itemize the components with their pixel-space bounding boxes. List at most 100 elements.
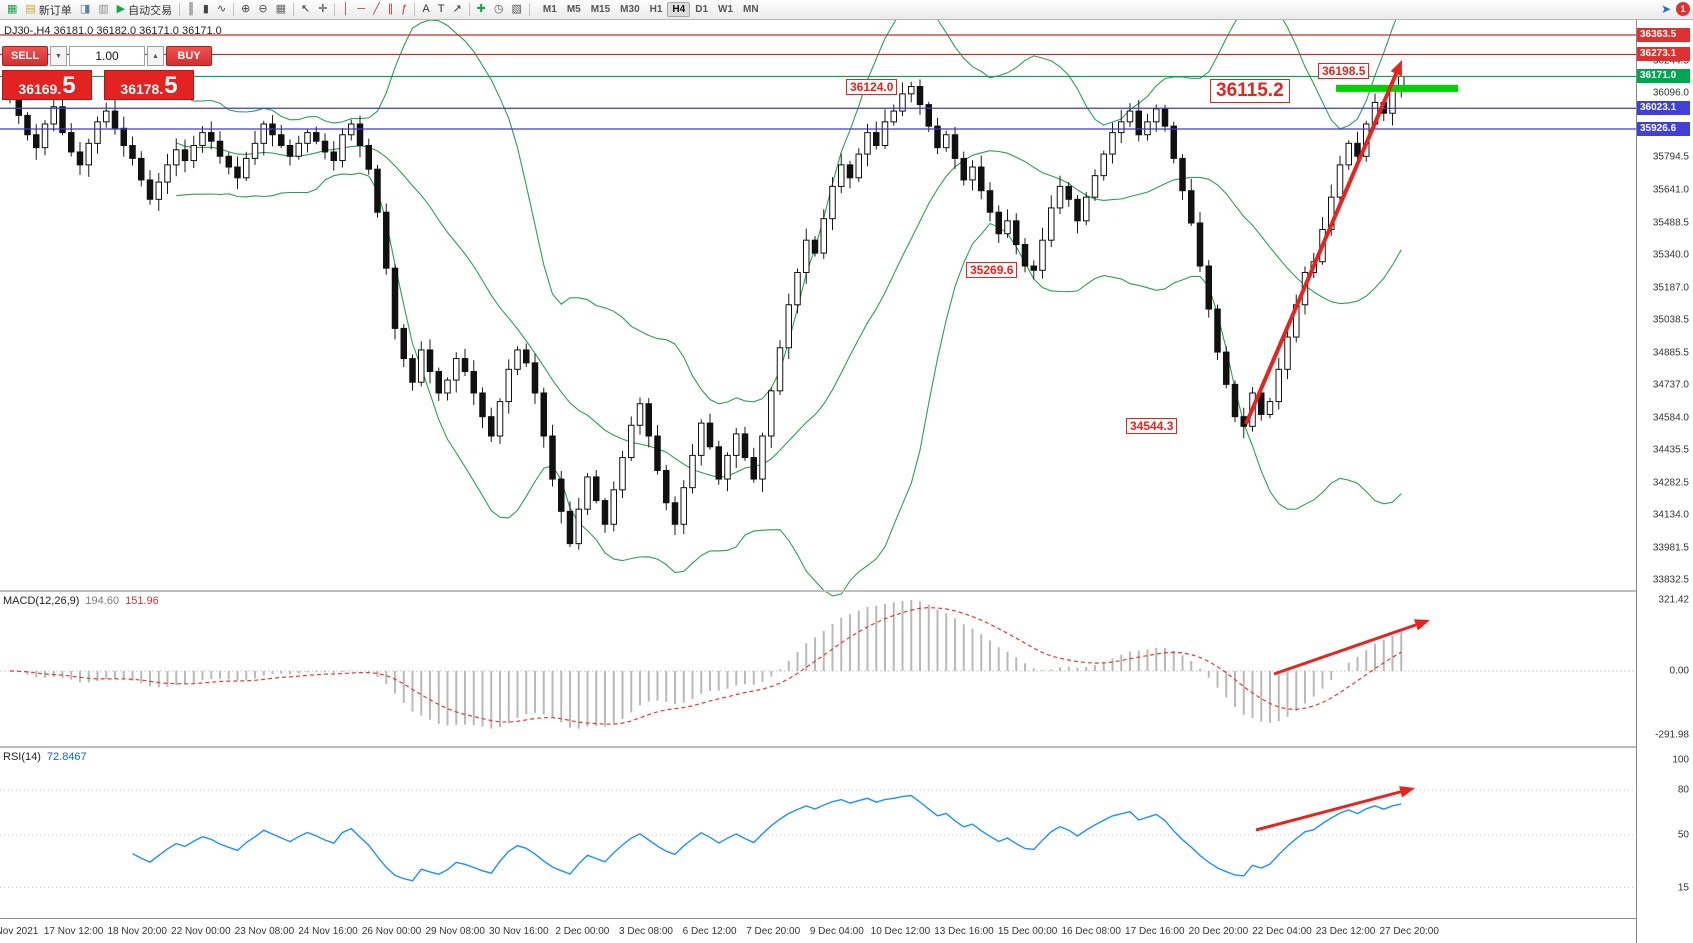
periods-button[interactable]: ◷ bbox=[490, 1, 508, 18]
vertical-line-button[interactable]: │ bbox=[338, 1, 353, 18]
timeframe-buttons: M1 M5 M15 M30 H1 H4 D1 W1 MN bbox=[538, 2, 764, 17]
new-chart-button[interactable]: ▦ bbox=[3, 1, 21, 18]
toolbar-items: ▦ ▤ 新订单 ◨ ▥ ▶ 自动交易 ║ ▮ ∿ ⊕ ⊖ ▦ ↖ ✛ │ ─ ╱ ∥ ƒ A T ↗ ✚ ◷ ▧ bbox=[3, 1, 533, 18]
sell-button[interactable]: SELL bbox=[2, 46, 48, 66]
arrows-icon: ↗ bbox=[452, 3, 462, 15]
time-axis-label: 24 Nov 16:00 bbox=[298, 926, 358, 937]
horizontal-lines bbox=[0, 34, 1636, 130]
sell-price-fraction: 5 bbox=[62, 72, 76, 99]
tile-windows-button[interactable]: ▦ bbox=[272, 1, 290, 18]
crosshair-button[interactable]: ✛ bbox=[314, 1, 331, 18]
candlestick-chart-button[interactable]: ▮ bbox=[199, 1, 213, 18]
time-axis-label: 16 Dec 08:00 bbox=[1061, 926, 1121, 937]
new-order-icon: ▤ bbox=[25, 3, 36, 15]
bar-chart-button[interactable]: ║ bbox=[183, 1, 199, 18]
text-button[interactable]: A bbox=[418, 1, 433, 18]
macd-trend-arrow bbox=[1273, 621, 1423, 676]
chart-snapshot-icon: ◨ bbox=[79, 3, 91, 15]
label-button[interactable]: T bbox=[434, 1, 449, 18]
toolbar-right-icons: ➤ 1 bbox=[1661, 2, 1690, 16]
templates-button[interactable]: ▧ bbox=[508, 1, 526, 18]
sell-price-display[interactable]: 36169. 5 bbox=[2, 70, 92, 100]
rsi-line bbox=[132, 794, 1402, 882]
quick-alert-icon[interactable]: ➤ bbox=[1660, 2, 1671, 16]
chevron-down-icon: ▼ bbox=[55, 52, 62, 60]
data-window-button[interactable]: ▥ bbox=[94, 1, 112, 18]
time-axis-label: 7 Dec 20:00 bbox=[746, 926, 801, 937]
notification-badge[interactable]: 1 bbox=[1676, 2, 1690, 16]
horizontal-line-button[interactable]: ─ bbox=[353, 1, 369, 18]
fibonacci-button[interactable]: ƒ bbox=[397, 1, 411, 18]
price-axis-tick: 36096.0 bbox=[1652, 87, 1689, 99]
timeframe-h4[interactable]: H4 bbox=[667, 2, 691, 17]
text-icon: A bbox=[422, 3, 430, 15]
rsi-axis-tick: 15 bbox=[1677, 882, 1689, 893]
macd-signal-value: 151.96 bbox=[125, 595, 159, 607]
main-trend-arrow bbox=[1244, 66, 1401, 425]
timeframe-mn[interactable]: MN bbox=[743, 4, 759, 15]
main-trend-arrow-head bbox=[1390, 60, 1402, 76]
cursor-icon: ↖ bbox=[301, 3, 311, 15]
channel-button[interactable]: ∥ bbox=[384, 1, 398, 18]
autotrading-button[interactable]: ▶ 自动交易 bbox=[113, 1, 176, 18]
candlestick-chart-icon: ▮ bbox=[202, 3, 209, 15]
time-axis-label: 15 Dec 00:00 bbox=[997, 926, 1058, 937]
toolbar-separator bbox=[334, 3, 336, 16]
timeframe-m1[interactable]: M1 bbox=[542, 4, 557, 15]
time-axis-label: 6 Dec 12:00 bbox=[682, 926, 737, 937]
line-chart-button[interactable]: ∿ bbox=[213, 1, 230, 18]
autotrading-button-label: 自动交易 bbox=[128, 4, 173, 17]
timeframe-m30[interactable]: M30 bbox=[620, 4, 640, 15]
trendline-button[interactable]: ╱ bbox=[369, 1, 384, 18]
timeframe-m5[interactable]: M5 bbox=[566, 4, 581, 15]
price-axis-tick: 34584.0 bbox=[1652, 412, 1689, 424]
vertical-line-icon: │ bbox=[342, 3, 350, 15]
timeframe-m15[interactable]: M15 bbox=[590, 4, 611, 15]
macd-main-value: 194.60 bbox=[85, 595, 120, 607]
channel-icon: ∥ bbox=[387, 3, 394, 15]
price-axis-tick: 34282.5 bbox=[1652, 477, 1689, 489]
time-axis-label: 17 Nov 12:00 bbox=[43, 926, 104, 937]
indicators-icon: ✚ bbox=[476, 3, 486, 15]
macd-name: MACD(12,26,9) bbox=[3, 595, 80, 607]
time-axis-label: 9 Dec 04:00 bbox=[809, 926, 864, 937]
timeframe-w1[interactable]: W1 bbox=[718, 4, 734, 15]
rsi-axis-tick: 80 bbox=[1677, 784, 1689, 796]
zoom-in-button[interactable]: ⊕ bbox=[237, 1, 254, 18]
timeframe-h1[interactable]: H1 bbox=[649, 4, 663, 15]
rsi-trend-arrow-head bbox=[1399, 786, 1415, 798]
chart-ohlc-info: DJ30-,H4 36181.0 36182.0 36171.0 36171.0 bbox=[4, 25, 222, 37]
buy-button[interactable]: BUY bbox=[166, 46, 212, 66]
price-axis-tick: 35641.0 bbox=[1652, 184, 1689, 196]
rsi-name: RSI(14) bbox=[3, 751, 41, 763]
macd-rsi-splitter[interactable] bbox=[0, 746, 1693, 748]
zoom-out-button[interactable]: ⊖ bbox=[254, 1, 271, 18]
one-click-trading-panel: SELL ▼ ▲ BUY 36169.5 36178.5 bbox=[2, 46, 216, 100]
toolbar-separator bbox=[233, 3, 235, 16]
arrows-button[interactable]: ↗ bbox=[448, 1, 465, 18]
line-chart-icon: ∿ bbox=[216, 3, 227, 15]
timeframe-d1[interactable]: D1 bbox=[695, 4, 709, 15]
lot-size-input[interactable] bbox=[69, 46, 145, 66]
main-macd-splitter[interactable] bbox=[0, 590, 1693, 592]
price-axis-tick: 35038.5 bbox=[1652, 314, 1689, 326]
price-axis-badge: 36363.5 bbox=[1637, 28, 1690, 42]
cursor-button[interactable]: ↖ bbox=[297, 1, 314, 18]
chart-snapshot-button[interactable]: ◨ bbox=[76, 1, 94, 18]
indicators-button[interactable]: ✚ bbox=[473, 1, 490, 18]
lot-increase-button[interactable]: ▲ bbox=[147, 46, 164, 66]
rsi-axis-tick: 50 bbox=[1677, 829, 1689, 841]
rsi-value: 72.8467 bbox=[46, 751, 87, 763]
new-order-button[interactable]: ▤ 新订单 bbox=[21, 1, 75, 18]
buy-price-display[interactable]: 36178. 5 bbox=[104, 70, 194, 100]
time-axis-border bbox=[0, 918, 1693, 919]
time-axis-label: 23 Dec 12:00 bbox=[1315, 926, 1376, 937]
price-axis[interactable]: 36244.536096.035794.535641.035488.535340… bbox=[1636, 0, 1693, 943]
macd-axis-tick: 321.42 bbox=[1658, 594, 1689, 606]
lot-decrease-button[interactable]: ▼ bbox=[50, 46, 67, 66]
price-axis-tick: 33981.5 bbox=[1652, 542, 1689, 554]
price-axis-tick: 33832.5 bbox=[1652, 574, 1689, 586]
